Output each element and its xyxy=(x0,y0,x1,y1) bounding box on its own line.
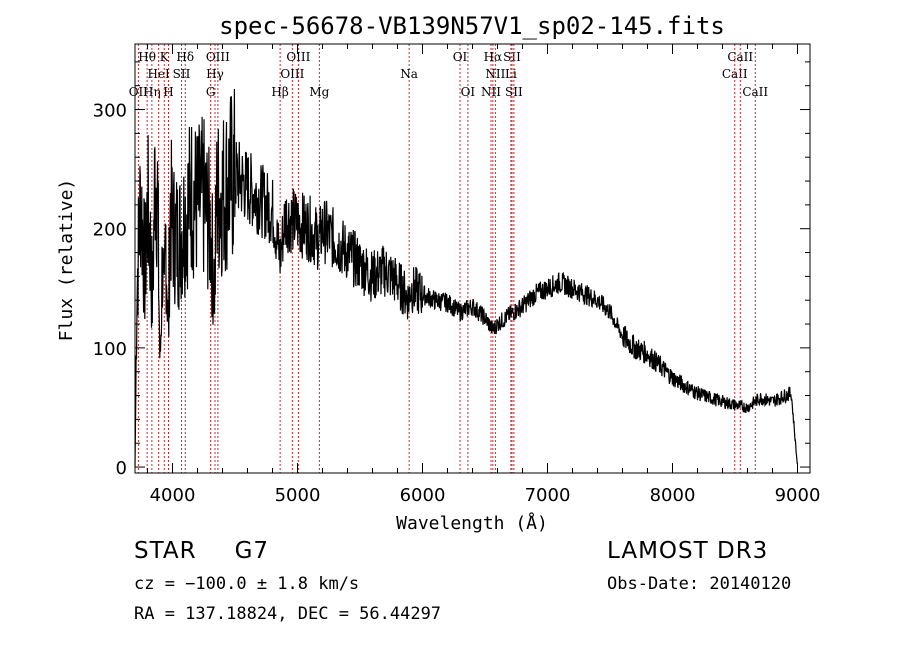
object-subclass: G7 xyxy=(234,538,270,564)
x-tick-label-2: 6000 xyxy=(400,485,446,506)
x-tick-label-1: 5000 xyxy=(275,485,321,506)
line-label-4: K xyxy=(160,50,170,64)
object-class-block: STAR G7 xyxy=(134,538,269,564)
y-tick-label-3: 300 xyxy=(93,101,127,122)
line-label-16: OI xyxy=(453,50,468,64)
line-label-2: Hη xyxy=(143,85,161,99)
line-markers: OIIHθHηHeIKHSIIHδGHγOIIIHβOIIIOIIIMgNaOI… xyxy=(129,44,768,473)
x-tick-label-3: 7000 xyxy=(525,485,571,506)
line-label-1: Hθ xyxy=(138,50,156,64)
line-label-19: Hα xyxy=(484,50,503,64)
line-label-20: NII xyxy=(485,67,505,81)
line-label-23: SII xyxy=(505,85,523,99)
line-label-7: Hδ xyxy=(176,50,194,64)
line-label-15: Na xyxy=(400,67,418,81)
x-axis-label: Wavelength (Å) xyxy=(396,512,548,534)
chart-title: spec-56678-VB139N57V1_sp02-145.fits xyxy=(219,12,725,40)
plot-frame xyxy=(134,43,811,474)
line-label-5: H xyxy=(163,85,173,99)
line-label-10: OIII xyxy=(206,50,230,64)
line-label-14: Mg xyxy=(309,85,329,99)
line-label-11: Hβ xyxy=(271,85,288,99)
line-label-0: OII xyxy=(129,85,149,99)
x-tick-label-5: 9000 xyxy=(775,485,821,506)
series-line-flux xyxy=(134,88,798,468)
line-label-13: OIII xyxy=(286,50,310,64)
line-label-9: Hγ xyxy=(206,67,224,81)
line-label-24: CaII xyxy=(722,67,748,81)
axis-ticks: 4000 5000 6000 7000 8000 9000 0 100 200 300 xyxy=(93,44,821,506)
y-tick-label-1: 100 xyxy=(93,339,127,360)
line-label-21: Li xyxy=(505,67,517,81)
redshift-cz: cz = −100.0 ± 1.8 km/s xyxy=(134,574,360,594)
observation-date: Obs-Date: 20140120 xyxy=(607,574,792,594)
line-label-12: OIII xyxy=(280,67,304,81)
line-label-17: OI xyxy=(461,85,476,99)
line-label-6: SII xyxy=(173,67,191,81)
y-axis-label: Flux (relative) xyxy=(56,179,77,342)
line-label-18: NII xyxy=(481,85,501,99)
line-label-22: SII xyxy=(503,50,521,64)
object-class: STAR xyxy=(134,538,197,564)
ra-dec: RA = 137.18824, DEC = 56.44297 xyxy=(134,604,442,624)
survey-label: LAMOST DR3 xyxy=(607,538,769,564)
y-tick-label-0: 0 xyxy=(116,458,127,479)
line-label-8: G xyxy=(206,85,216,99)
y-tick-label-2: 200 xyxy=(93,220,127,241)
line-label-26: CaII xyxy=(742,85,768,99)
x-tick-label-4: 8000 xyxy=(650,485,696,506)
line-label-3: HeI xyxy=(147,67,170,81)
line-label-25: CaII xyxy=(727,50,753,64)
x-tick-label-0: 4000 xyxy=(150,485,196,506)
